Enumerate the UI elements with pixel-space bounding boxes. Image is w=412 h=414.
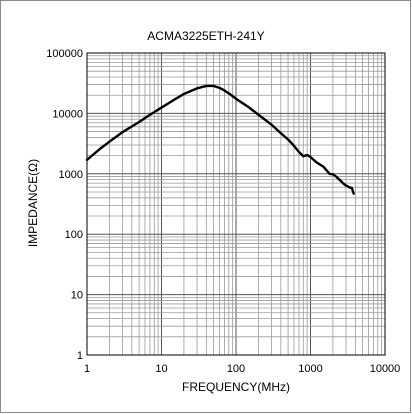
x-tick-label: 10 (155, 363, 167, 375)
x-tick-label: 100 (227, 363, 245, 375)
grid-lines (86, 53, 385, 356)
tick-labels: 1 10 100 1000 10000 1 10 100 1000 10000 100000 (46, 48, 400, 375)
x-tick-label: 1000 (298, 363, 322, 375)
y-tick-label: 100 (65, 229, 83, 241)
x-tick-label: 10000 (370, 363, 401, 375)
y-tick-label: 10 (71, 290, 83, 302)
plot-border (86, 52, 386, 356)
y-tick-label: 1000 (59, 169, 83, 181)
y-tick-label: 100000 (46, 48, 83, 60)
data-series (85, 84, 355, 195)
x-axis-label: FREQUENCY(MHz) (182, 380, 290, 394)
chart-title: ACMA3225ETH-241Y (147, 29, 264, 43)
y-tick-label: 10000 (52, 108, 83, 120)
y-tick-label: 1 (77, 350, 83, 362)
y-axis-label: IMPEDANCE(Ω) (26, 159, 40, 247)
impedance-curve (85, 84, 355, 195)
x-tick-label: 1 (84, 363, 90, 375)
